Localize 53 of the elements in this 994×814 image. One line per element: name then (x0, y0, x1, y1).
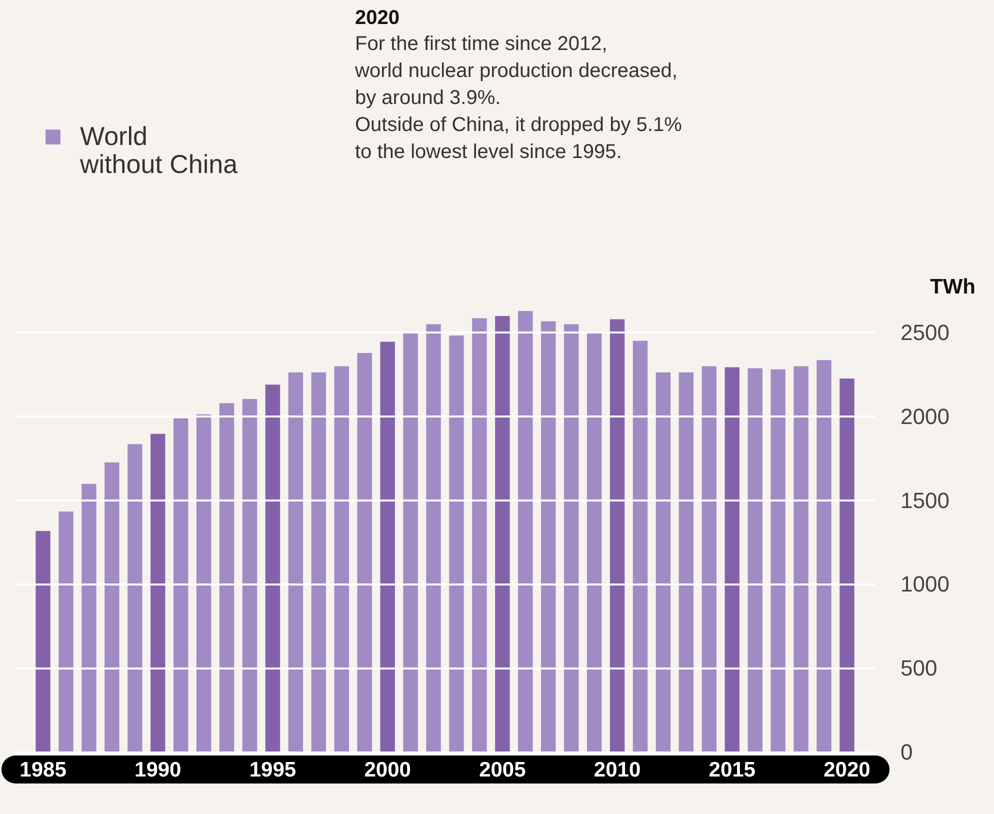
bar (724, 367, 740, 752)
x-tick-label: 2015 (708, 758, 756, 782)
bar (748, 368, 762, 752)
bar (656, 372, 671, 752)
bar (219, 403, 234, 752)
bar (150, 434, 166, 752)
bar (518, 311, 533, 752)
text: Outside of China, it dropped by 5.1% to the lowest level since 1995. (355, 114, 682, 163)
bar (794, 366, 808, 752)
bar (702, 366, 717, 752)
bar (334, 366, 349, 752)
bar (82, 484, 96, 752)
x-tick-label: 1995 (249, 758, 296, 782)
x-tick-label: 1990 (134, 758, 182, 782)
x-tick-label: 2005 (479, 758, 526, 782)
bar (564, 324, 579, 752)
bar (770, 369, 786, 752)
chart-title: 2020 (355, 7, 400, 29)
bar (265, 384, 280, 752)
bar (380, 342, 395, 752)
y-tick-label: 500 (900, 656, 938, 681)
bar (311, 372, 326, 752)
text: For the first time since 2012, world nuclear production decreased, by around 3.9%. (354, 33, 678, 109)
y-tick-label: 2500 (900, 320, 950, 345)
bar (610, 319, 625, 752)
bar (357, 352, 372, 752)
bar (541, 321, 556, 752)
legend-label: World without China (79, 121, 238, 179)
x-tick-label: 1985 (20, 758, 67, 782)
bar (104, 462, 120, 752)
bar (816, 360, 832, 752)
x-tick-label: 2020 (824, 758, 870, 782)
bar (840, 378, 854, 752)
y-axis-title: TWh (930, 276, 976, 298)
bar (632, 340, 648, 752)
x-tick-label: 2010 (594, 758, 641, 782)
bar (472, 318, 487, 752)
bar (449, 336, 464, 752)
x-tick-label: 2000 (364, 758, 411, 782)
bar (495, 316, 510, 752)
bar (36, 531, 50, 752)
bar (288, 372, 304, 752)
bar (128, 444, 142, 752)
bar (196, 414, 212, 752)
bar (242, 398, 258, 752)
bar (173, 418, 188, 752)
bar (58, 512, 74, 752)
bar (678, 372, 694, 752)
y-tick-label: 1500 (900, 488, 950, 513)
y-tick-label: 0 (900, 740, 913, 764)
y-tick-label: 2000 (900, 404, 950, 429)
bar (426, 324, 441, 752)
y-tick-label: 1000 (900, 572, 950, 597)
